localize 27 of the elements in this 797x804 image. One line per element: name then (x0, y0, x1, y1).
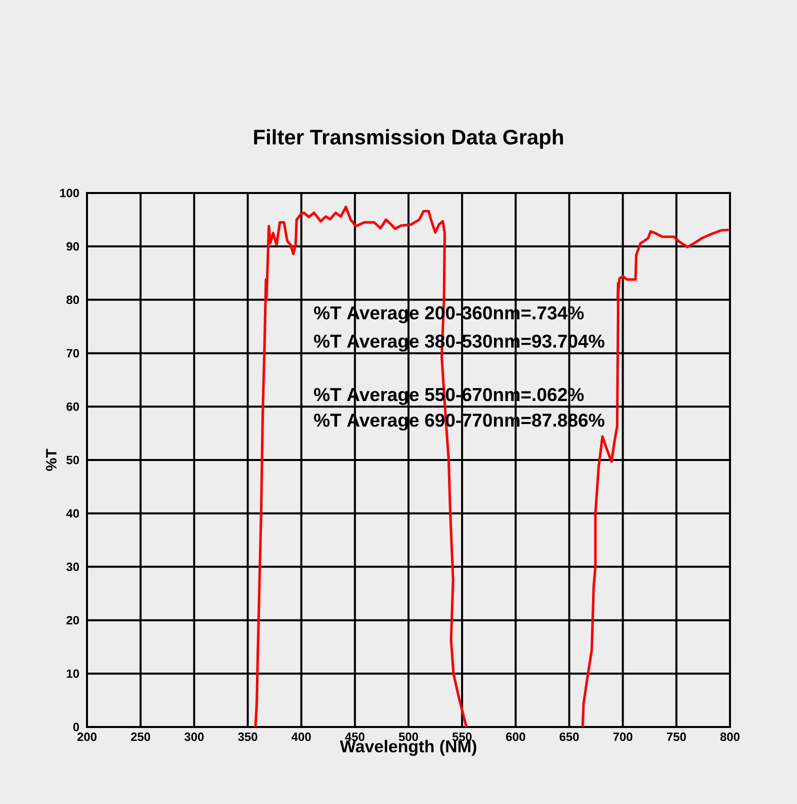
x-tick-label: 500 (398, 732, 418, 742)
x-axis-title: Wavelength (NM) (340, 740, 476, 756)
y-tick-label: 50 (66, 456, 79, 464)
x-tick-label: 800 (720, 732, 740, 742)
y-tick-label: 100 (60, 188, 79, 198)
x-tick-label: 450 (345, 732, 364, 742)
y-axis-title: %T (46, 448, 57, 471)
x-tick-label: 750 (666, 732, 686, 742)
chart-title: Filter Transmission Data Graph (254, 129, 563, 149)
y-tick-label: 70 (66, 348, 79, 358)
y-tick-label: 30 (66, 562, 79, 572)
x-tick-label: 600 (506, 732, 526, 742)
x-tick-label: 700 (613, 732, 632, 742)
x-tick-label: 550 (452, 732, 472, 742)
y-tick-label: 0 (73, 722, 79, 732)
x-tick-label: 300 (184, 732, 204, 742)
x-tick-label: 400 (292, 732, 311, 742)
y-tick-label: 10 (66, 669, 79, 678)
y-tick-label: 80 (66, 296, 79, 304)
y-tick-label: 90 (66, 242, 79, 251)
y-tick-label: 20 (66, 616, 79, 624)
y-tick-label: 60 (66, 402, 79, 411)
x-tick-label: 350 (238, 732, 258, 742)
x-tick-label: 250 (130, 732, 150, 742)
y-tick-label: 40 (66, 509, 79, 518)
x-tick-label: 650 (560, 732, 579, 742)
x-tick-label: 200 (77, 732, 97, 742)
